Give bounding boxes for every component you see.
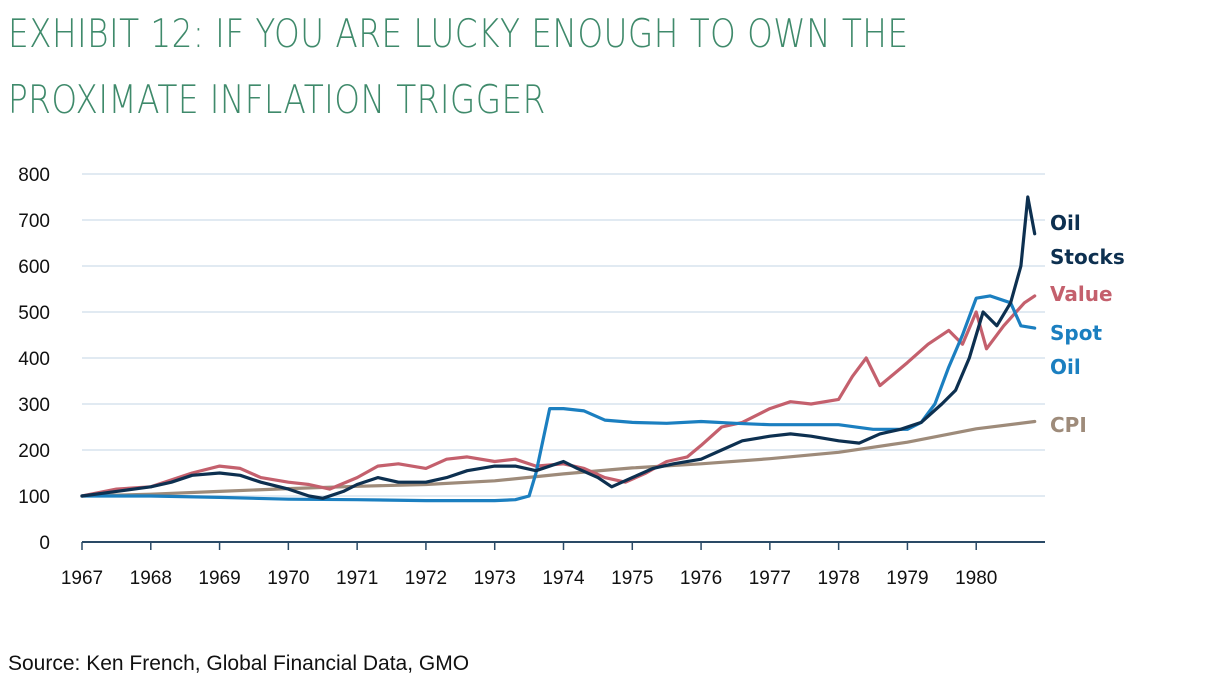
y-tick-label: 300 bbox=[18, 395, 50, 416]
y-tick-label: 600 bbox=[18, 257, 50, 278]
y-tick-label: 100 bbox=[18, 487, 50, 508]
y-tick-label: 800 bbox=[18, 165, 50, 186]
x-tick-label: 1971 bbox=[336, 568, 378, 589]
x-tick-label: 1976 bbox=[680, 568, 722, 589]
x-tick-label: 1967 bbox=[61, 568, 103, 589]
series-line-value bbox=[80, 294, 1037, 498]
x-tick-label: 1980 bbox=[955, 568, 997, 589]
exhibit-title: EXHIBIT 12: IF YOU ARE LUCKY ENOUGH TO O… bbox=[8, 12, 909, 123]
y-tick-label: 400 bbox=[18, 349, 50, 370]
series-label-spot-oil: Spot Oil bbox=[1050, 321, 1102, 379]
x-tick-label: 1975 bbox=[611, 568, 653, 589]
x-tick-label: 1973 bbox=[474, 568, 516, 589]
x-tick-label: 1972 bbox=[405, 568, 447, 589]
y-tick-label: 0 bbox=[39, 533, 50, 554]
x-tick-label: 1970 bbox=[267, 568, 309, 589]
gridlines bbox=[82, 173, 1045, 497]
x-tick-label: 1968 bbox=[130, 568, 172, 589]
series-line-spot-oil bbox=[80, 294, 1037, 503]
series-label-value: Value bbox=[1050, 282, 1113, 306]
x-tick-label: 1974 bbox=[542, 568, 585, 589]
x-tick-label: 1978 bbox=[818, 568, 860, 589]
x-tick-label: 1977 bbox=[749, 568, 791, 589]
x-tick-label: 1969 bbox=[198, 568, 240, 589]
y-axis-ticks: 0 100 200 300 400 500 600 700 800 bbox=[18, 165, 50, 554]
source-note: Source: Ken French, Global Financial Dat… bbox=[8, 652, 470, 675]
series-line-cpi bbox=[80, 419, 1037, 498]
series-label-oil-stocks: Oil Stocks bbox=[1050, 211, 1125, 269]
y-tick-label: 500 bbox=[18, 303, 50, 324]
y-tick-label: 700 bbox=[18, 211, 50, 232]
series-label-cpi: CPI bbox=[1050, 413, 1087, 437]
x-tick-label: 1979 bbox=[886, 568, 928, 589]
series-labels: Oil Stocks Value Spot Oil CPI bbox=[1050, 211, 1125, 437]
series-lines bbox=[80, 195, 1037, 503]
y-tick-label: 200 bbox=[18, 441, 50, 462]
series-line-oil-stocks bbox=[80, 195, 1037, 500]
x-axis-ticks: 1967 1968 1969 1970 1971 1972 1973 1974 1975 1976… bbox=[61, 542, 997, 589]
